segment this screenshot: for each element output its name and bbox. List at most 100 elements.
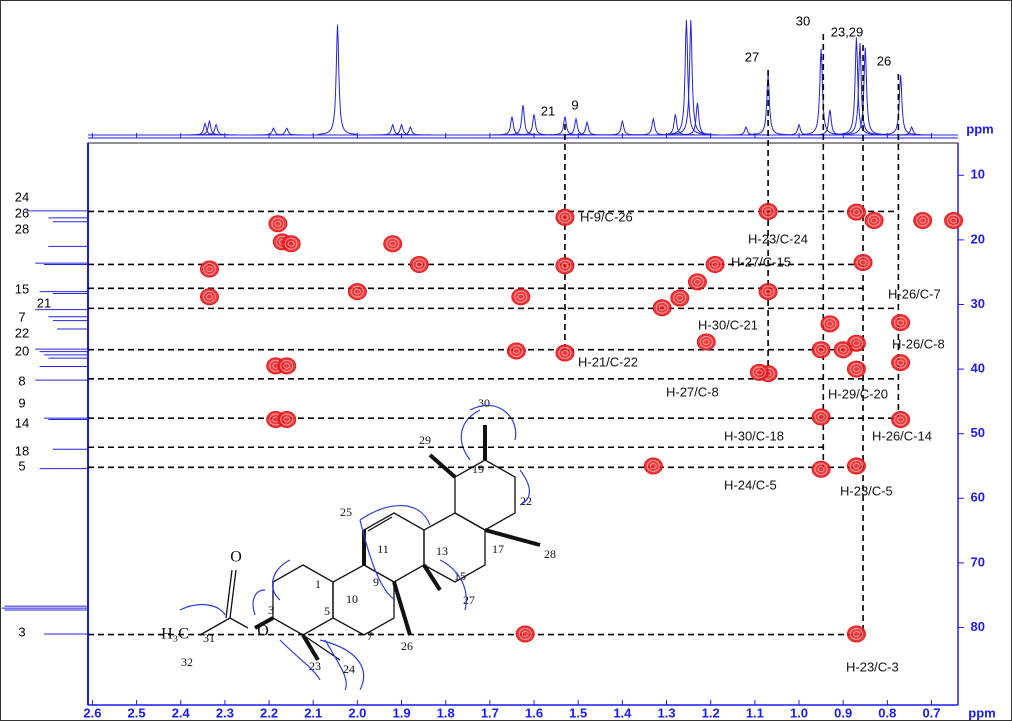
proton-peak xyxy=(845,47,886,135)
atom-label: 29 xyxy=(419,433,431,447)
x-axis-label: ppm xyxy=(968,705,995,720)
peak-contour xyxy=(702,338,710,345)
cross-peak xyxy=(670,289,690,307)
cross-peak xyxy=(846,360,866,378)
peak-contour xyxy=(894,356,908,369)
peak-contour xyxy=(350,285,364,298)
proton-peak xyxy=(556,117,596,136)
proton-peak xyxy=(801,48,842,135)
atom-label: O xyxy=(257,623,269,640)
peak-contour xyxy=(521,630,529,637)
proton-peak xyxy=(666,19,707,135)
atom-label: 23 xyxy=(309,659,321,673)
x-tick-label: 0.9 xyxy=(834,705,852,720)
cross-peak xyxy=(864,212,884,230)
peak-contour xyxy=(761,205,775,218)
proton-label: 21 xyxy=(541,103,555,118)
cross-peak xyxy=(891,354,911,372)
peak-annotation: H-30/C-18 xyxy=(724,428,784,443)
proton-label: 23,29 xyxy=(831,24,864,39)
peak-contour xyxy=(852,630,860,637)
peak-contour xyxy=(649,462,657,469)
peak-contour xyxy=(817,466,825,473)
peak-contour xyxy=(655,301,669,314)
cross-peak xyxy=(833,341,853,359)
carbon-label: 5 xyxy=(18,458,25,473)
peak-contour xyxy=(823,317,837,330)
peak-annotation: H-26/C-7 xyxy=(888,286,941,301)
cross-peak xyxy=(199,288,219,306)
peak-contour xyxy=(558,259,572,272)
peak-contour xyxy=(849,363,863,376)
cross-peak xyxy=(891,410,911,428)
peak-contour xyxy=(826,320,834,327)
proton-peak xyxy=(633,116,674,136)
peak-contour xyxy=(512,348,520,355)
x-tick-label: 0.8 xyxy=(878,705,896,720)
x-tick-label: 2.6 xyxy=(83,705,101,720)
cross-peak xyxy=(846,457,866,475)
peak-annotation: H-21/C-22 xyxy=(578,354,638,369)
proton-peak xyxy=(196,123,236,136)
peak-contour xyxy=(897,359,905,366)
proton-peak xyxy=(726,125,766,136)
peak-annotation: H-23/C-5 xyxy=(840,483,893,498)
peak-contour xyxy=(280,413,294,426)
peak-contour xyxy=(561,214,569,221)
y-tick-label: 70 xyxy=(971,554,985,569)
x-tick-label: 1.3 xyxy=(657,705,675,720)
cross-peak xyxy=(506,342,526,360)
proton-peak xyxy=(503,105,543,136)
peak-annotation: H-26/C-8 xyxy=(892,336,945,351)
peak-contour xyxy=(202,262,216,275)
atom-label: 24 xyxy=(343,662,355,676)
cross-peak xyxy=(268,215,288,233)
peak-contour xyxy=(708,258,722,271)
x-tick-label: 1.7 xyxy=(481,705,499,720)
cross-peak xyxy=(409,255,429,273)
hmbc-arrows xyxy=(179,404,530,691)
carbon-label: 15 xyxy=(15,281,29,296)
peak-contour xyxy=(558,211,572,224)
peak-contour xyxy=(867,214,881,227)
peak-contour xyxy=(814,410,828,423)
cross-peak xyxy=(944,212,964,230)
peak-contour xyxy=(514,290,528,303)
proton-peak xyxy=(492,116,532,136)
proton-peak xyxy=(810,109,850,136)
peak-contour xyxy=(919,217,927,224)
peak-contour xyxy=(509,345,523,358)
atom-label: 19 xyxy=(472,462,484,476)
peak-annotation: H-26/C-14 xyxy=(872,428,932,443)
cross-peak xyxy=(820,315,840,333)
proton-peak xyxy=(670,19,711,135)
peak-annotation: H-27/C-15 xyxy=(731,254,791,269)
cross-peak xyxy=(643,457,663,475)
y-tick-label: 50 xyxy=(971,425,985,440)
atom-label: 5 xyxy=(324,604,330,618)
peak-contour xyxy=(389,240,397,247)
proton-label: 9 xyxy=(571,97,578,112)
peak-contour xyxy=(894,413,908,426)
atom-label: 11 xyxy=(377,542,389,556)
peak-contour xyxy=(849,206,863,219)
cross-peak xyxy=(199,260,219,278)
peak-contour xyxy=(561,349,569,356)
peak-contour xyxy=(415,261,423,268)
cross-peak xyxy=(555,344,575,362)
peak-contour xyxy=(202,290,216,303)
cross-peak xyxy=(846,203,866,221)
x-tick-label: 1.1 xyxy=(746,705,764,720)
proton-peak xyxy=(655,114,696,136)
carbon-label: 22 xyxy=(15,325,29,340)
proton-label: 30 xyxy=(796,13,810,28)
x-tick-label: 2.1 xyxy=(304,705,322,720)
peak-contour xyxy=(693,278,701,285)
peak-contour xyxy=(852,462,860,469)
atom-label: 15 xyxy=(454,569,466,583)
carbon-label: 26 xyxy=(15,205,29,220)
peak-contour xyxy=(947,214,961,227)
atom-label: 10 xyxy=(346,592,358,606)
peak-contour xyxy=(752,366,766,379)
